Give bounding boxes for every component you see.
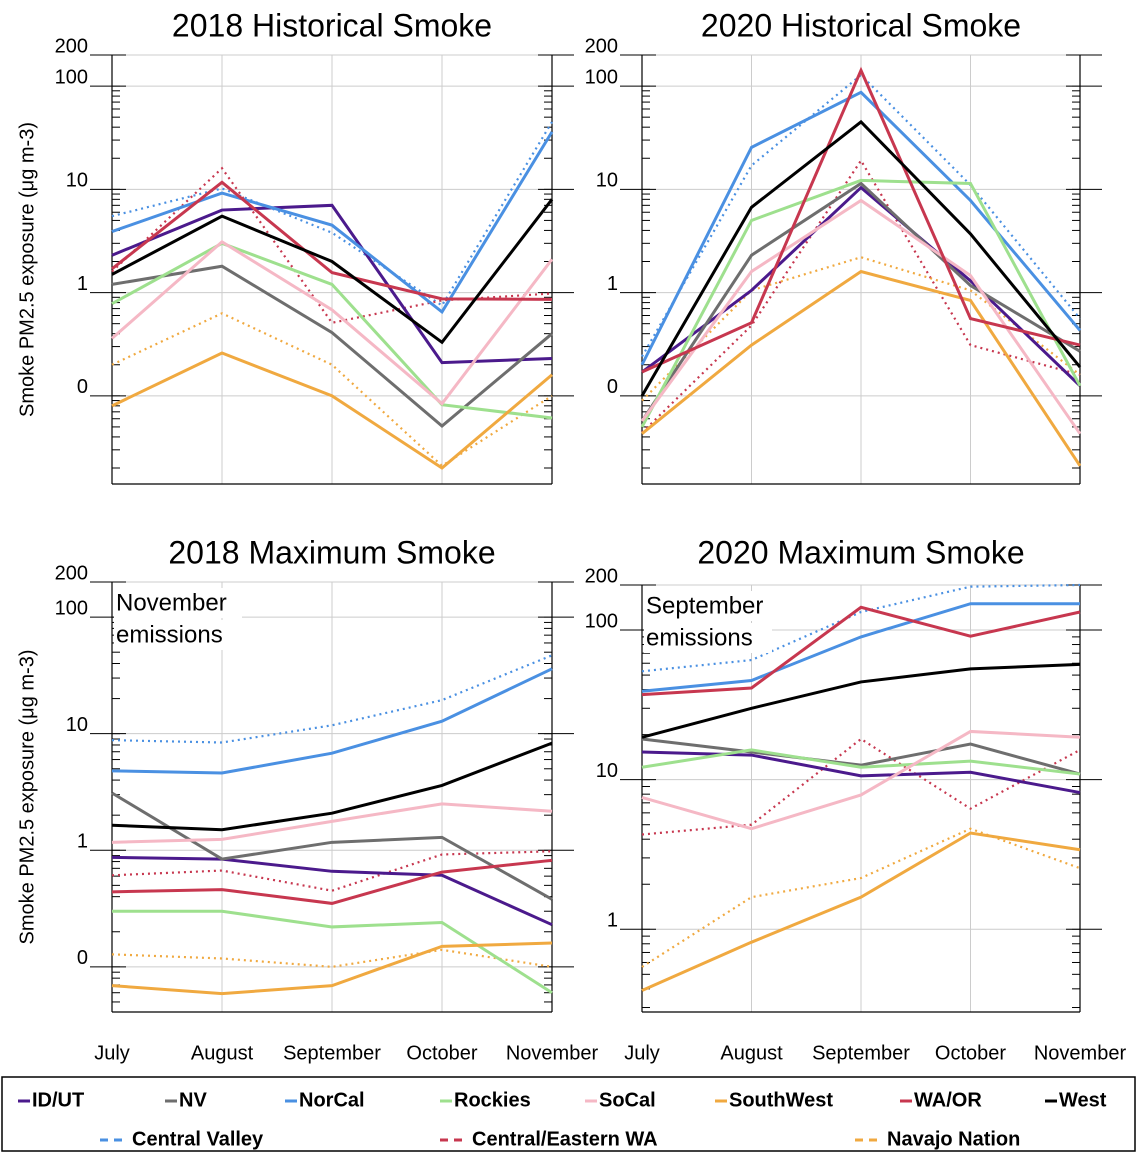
y-tick-label: 1 [607,273,618,295]
series-line [641,750,1081,795]
series-line [641,66,1081,374]
y-tick-label: 200 [55,562,88,584]
series-line [640,181,1081,422]
y-axis-label: Smoke PM2.5 exposure (μg m-3) [16,650,38,945]
series-line [641,158,1081,434]
legend-label: ID/UT [32,1089,84,1111]
series-line [111,241,553,420]
panel-title: 2018 Maximum Smoke [168,534,495,570]
series-line [641,256,1081,402]
y-tick-label: 100 [585,66,618,88]
y-tick-label: 10 [66,170,88,192]
series-line [111,203,553,365]
annotation-bg [114,620,242,650]
y-tick-label: 0 [77,947,88,969]
series-line [641,737,1081,836]
series-line [111,180,553,301]
legend-label: NV [179,1089,207,1111]
x-tick-label: September [283,1042,381,1064]
x-tick-label: July [94,1042,130,1064]
series-line [641,583,1081,673]
series-line [111,850,553,892]
series-line [111,802,553,844]
y-tick-label: 200 [585,565,618,587]
y-tick-label: 10 [596,170,618,192]
series-line [111,791,553,901]
panel-title: 2020 Maximum Smoke [697,534,1024,570]
series-line [640,178,1082,428]
annotation: emissions [646,624,753,651]
legend-label: Central Valley [132,1128,264,1150]
y-tick-label: 100 [55,597,88,619]
x-tick-label: November [506,1042,599,1064]
series-line [641,748,1081,776]
y-tick-label: 1 [77,273,88,295]
legend-label: WA/OR [914,1089,982,1111]
y-tick-label: 10 [596,760,618,782]
x-tick-label: September [812,1042,910,1064]
series-line [641,605,1081,697]
series-line [641,737,1081,776]
series-line [640,119,1082,397]
legend-label: Rockies [454,1089,531,1111]
panel-title: 2018 Historical Smoke [172,7,492,43]
legend-label: NorCal [299,1089,365,1111]
legend-label: Navajo Nation [887,1128,1020,1150]
series-line [111,351,553,470]
annotation-bg [114,588,242,618]
series-line [111,654,553,744]
series-line [111,948,553,968]
series-line [641,602,1080,693]
x-tick-label: August [720,1042,783,1064]
series-line [111,855,553,927]
x-tick-label: July [624,1042,660,1064]
annotation: emissions [116,621,223,648]
legend-box [1,1076,1136,1152]
legend-label: SoCal [599,1089,656,1111]
series-line [111,858,553,905]
series-line [641,831,1081,992]
x-tick-label: August [191,1042,254,1064]
series-line [111,667,553,775]
series-line [641,729,1081,831]
legend-label: Central/Eastern WA [472,1128,658,1150]
y-tick-label: 1 [607,910,618,932]
y-tick-label: 100 [55,66,88,88]
series-line [641,185,1082,387]
series-line [641,827,1081,968]
annotation: September [646,592,763,619]
series-line [641,662,1081,739]
y-tick-label: 0 [607,376,618,398]
y-tick-label: 1 [77,831,88,853]
x-tick-label: October [935,1042,1006,1064]
series-line [111,941,553,996]
series-line [111,131,554,315]
series-line [111,239,554,406]
legend-label: West [1059,1089,1107,1111]
annotation-bg [644,591,772,621]
annotation: November [116,589,227,616]
annotation-bg [644,623,772,653]
series-line [111,741,553,832]
y-axis-label: Smoke PM2.5 exposure (μg m-3) [16,122,38,417]
series-line [641,269,1082,467]
panel-title: 2020 Historical Smoke [701,7,1021,43]
legend-label: SouthWest [729,1089,833,1111]
x-tick-label: October [406,1042,477,1064]
series-line [111,198,554,345]
series-line [640,90,1082,366]
y-tick-label: 10 [66,714,88,736]
y-tick-label: 200 [55,35,88,57]
x-tick-label: November [1034,1042,1127,1064]
y-tick-label: 100 [585,610,618,632]
y-tick-label: 0 [77,376,88,398]
y-tick-label: 200 [585,35,618,57]
